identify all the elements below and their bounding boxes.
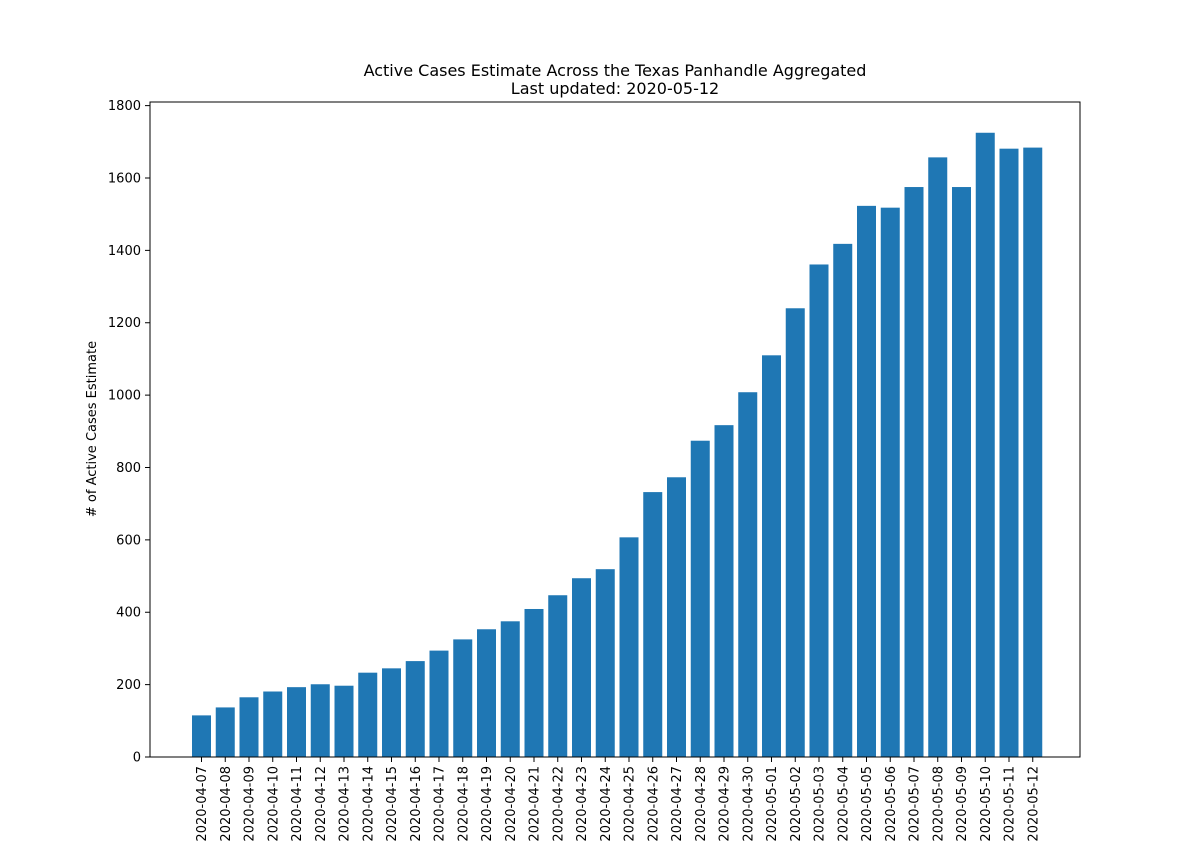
bar-2020-05-03	[809, 264, 829, 757]
bar-2020-04-24	[595, 569, 615, 757]
x-tick-label: 2020-04-11	[290, 766, 305, 842]
y-tick-label: 400	[116, 606, 141, 621]
x-tick-label: 2020-04-22	[551, 766, 566, 842]
x-tick-label: 2020-04-24	[599, 766, 614, 842]
y-tick-label: 600	[116, 533, 141, 548]
x-tick-label: 2020-04-09	[243, 766, 258, 842]
x-tick-label: 2020-05-05	[860, 766, 875, 842]
bar-2020-04-20	[500, 621, 520, 757]
x-tick-label: 2020-04-14	[361, 766, 376, 842]
bar-2020-04-10	[263, 691, 283, 757]
x-tick-label: 2020-05-02	[789, 766, 804, 842]
bar-2020-05-08	[928, 157, 948, 757]
bar-2020-04-30	[738, 392, 758, 757]
bar-2020-04-11	[287, 687, 306, 757]
x-tick-label: 2020-04-15	[385, 766, 400, 842]
bar-2020-04-26	[643, 492, 663, 757]
bar-2020-04-22	[548, 595, 568, 757]
x-axis-ticks: 2020-04-07 2020-04-08 2020-04-09 2020-04-10…	[195, 757, 1041, 842]
chart-subtitle: Last updated: 2020-05-12	[511, 79, 719, 98]
y-tick-label: 0	[133, 751, 141, 766]
x-tick-label: 2020-05-12	[1026, 766, 1041, 842]
y-tick-label: 1600	[108, 171, 141, 186]
x-tick-label: 2020-05-10	[979, 766, 994, 842]
bar-2020-05-10	[975, 132, 995, 757]
x-tick-label: 2020-04-16	[409, 766, 424, 842]
x-tick-label: 2020-05-07	[908, 766, 923, 842]
y-axis-label: # of Active Cases Estimate	[85, 341, 100, 517]
x-tick-label: 2020-04-30	[741, 766, 756, 842]
x-tick-label: 2020-04-28	[694, 766, 709, 842]
x-tick-label: 2020-04-13	[338, 766, 353, 842]
x-tick-label: 2020-05-06	[884, 766, 899, 842]
x-tick-label: 2020-05-03	[813, 766, 828, 842]
y-tick-label: 1800	[108, 99, 141, 114]
bar-2020-05-05	[857, 205, 876, 758]
y-tick-label: 1400	[108, 244, 141, 259]
bar-2020-04-12	[310, 684, 330, 757]
x-tick-label: 2020-04-17	[433, 766, 448, 842]
bar-2020-04-17	[429, 650, 449, 757]
bar-2020-04-19	[477, 629, 496, 757]
x-tick-label: 2020-04-08	[219, 766, 234, 842]
x-tick-label: 2020-04-25	[623, 766, 638, 842]
bar-2020-04-27	[667, 477, 686, 757]
bar-2020-05-02	[785, 308, 805, 757]
x-tick-label: 2020-04-27	[670, 766, 685, 842]
bar-2020-04-23	[572, 578, 591, 757]
plot-frame	[149, 101, 1081, 758]
x-tick-label: 2020-04-23	[575, 766, 590, 842]
y-axis-ticks: 0 200 400 600 800 1000 1200 1400 1600 1800	[108, 99, 150, 766]
bar-2020-05-11	[999, 148, 1019, 757]
bar-2020-04-29	[714, 425, 734, 757]
bar-2020-05-07	[904, 187, 924, 758]
x-tick-label: 2020-05-08	[931, 766, 946, 842]
bar-2020-04-15	[382, 668, 401, 757]
bar-2020-04-09	[239, 697, 259, 757]
bar-2020-04-16	[405, 661, 425, 757]
x-tick-label: 2020-04-29	[718, 766, 733, 842]
bar-2020-04-21	[524, 608, 544, 757]
x-tick-label: 2020-05-11	[1003, 766, 1018, 842]
x-tick-label: 2020-05-01	[765, 766, 780, 842]
bar-2020-04-08	[215, 707, 235, 757]
bar-2020-04-13	[334, 685, 354, 757]
bar-2020-05-01	[762, 355, 781, 757]
bar-2020-04-28	[690, 440, 710, 757]
bar-2020-04-25	[619, 537, 639, 757]
y-tick-label: 1200	[108, 316, 141, 331]
x-tick-label: 2020-04-19	[480, 766, 495, 842]
x-tick-label: 2020-04-07	[195, 766, 210, 842]
y-tick-label: 1000	[108, 389, 141, 404]
x-tick-label: 2020-04-26	[646, 766, 661, 842]
x-tick-label: 2020-04-20	[504, 766, 519, 842]
y-tick-label: 200	[116, 678, 141, 693]
x-tick-label: 2020-04-18	[456, 766, 471, 842]
x-tick-label: 2020-04-10	[266, 766, 281, 842]
x-tick-label: 2020-04-21	[528, 766, 543, 842]
bar-2020-04-18	[453, 639, 473, 757]
bars-group	[192, 132, 1043, 758]
bar-2020-05-04	[833, 243, 853, 758]
x-tick-label: 2020-04-12	[314, 766, 329, 842]
y-tick-label: 800	[116, 461, 141, 476]
bar-2020-05-09	[952, 187, 971, 758]
bar-2020-05-12	[1023, 147, 1043, 758]
x-tick-label: 2020-05-09	[955, 766, 970, 842]
bar-2020-04-07	[192, 715, 211, 757]
x-tick-label: 2020-05-04	[836, 766, 851, 842]
bar-2020-05-06	[880, 207, 900, 758]
chart-title: Active Cases Estimate Across the Texas P…	[364, 61, 867, 80]
bar-2020-04-14	[358, 672, 378, 757]
